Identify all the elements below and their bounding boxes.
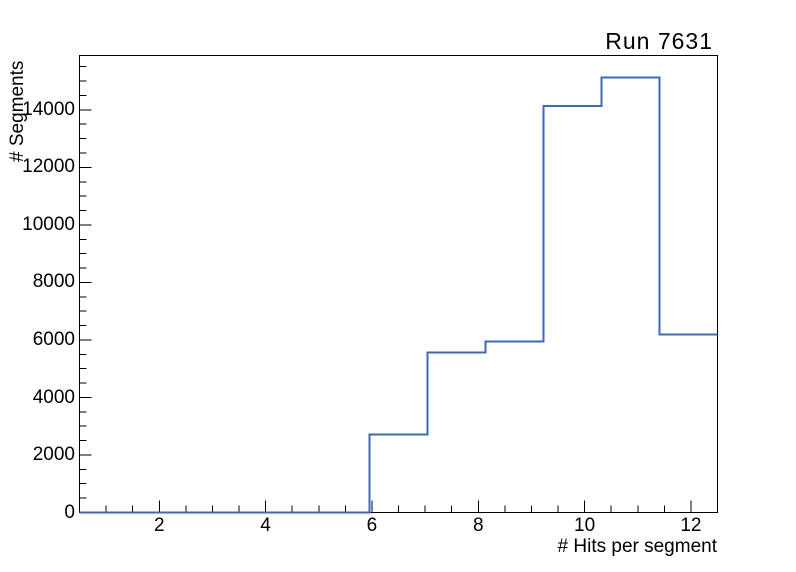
plot-frame	[79, 55, 718, 513]
y-tick-label: 4000	[32, 386, 75, 408]
x-axis-ticks	[105, 500, 692, 513]
y-tick-label: 14000	[22, 98, 75, 120]
y-tick-label: 12000	[22, 156, 75, 178]
y-tick-label: 2000	[32, 444, 75, 465]
plot-title: Run 7631	[605, 28, 713, 54]
histogram-line	[79, 76, 718, 514]
y-tick-label: 0	[64, 501, 75, 523]
x-tick-label: 8	[473, 515, 484, 536]
x-tick-label: 4	[260, 515, 271, 536]
x-tick-label: 2	[154, 515, 165, 536]
y-tick-label: 10000	[22, 213, 75, 235]
y-tick-label: 6000	[32, 328, 75, 350]
y-tick-label: 8000	[32, 271, 75, 293]
x-axis-title: # Hits per segment	[557, 536, 717, 557]
x-tick-label: 6	[366, 515, 378, 536]
y-axis-ticks	[79, 66, 92, 513]
x-tick-label: 12	[680, 515, 702, 536]
x-tick-label: 10	[574, 515, 596, 536]
